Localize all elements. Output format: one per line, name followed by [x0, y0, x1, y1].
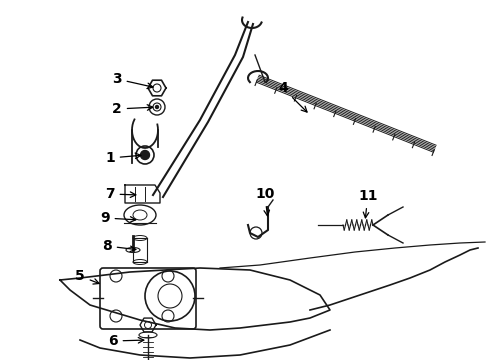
Text: 5: 5 [75, 269, 99, 284]
Text: 10: 10 [255, 187, 274, 216]
Text: 6: 6 [108, 334, 144, 348]
Text: 9: 9 [100, 211, 136, 225]
Text: 8: 8 [102, 239, 136, 253]
Text: 7: 7 [105, 187, 136, 201]
Circle shape [141, 150, 149, 159]
Text: 1: 1 [105, 151, 141, 165]
Circle shape [155, 105, 158, 108]
Text: 4: 4 [278, 81, 307, 112]
Text: 3: 3 [112, 72, 153, 89]
Text: 11: 11 [358, 189, 377, 218]
Text: 2: 2 [112, 102, 153, 116]
